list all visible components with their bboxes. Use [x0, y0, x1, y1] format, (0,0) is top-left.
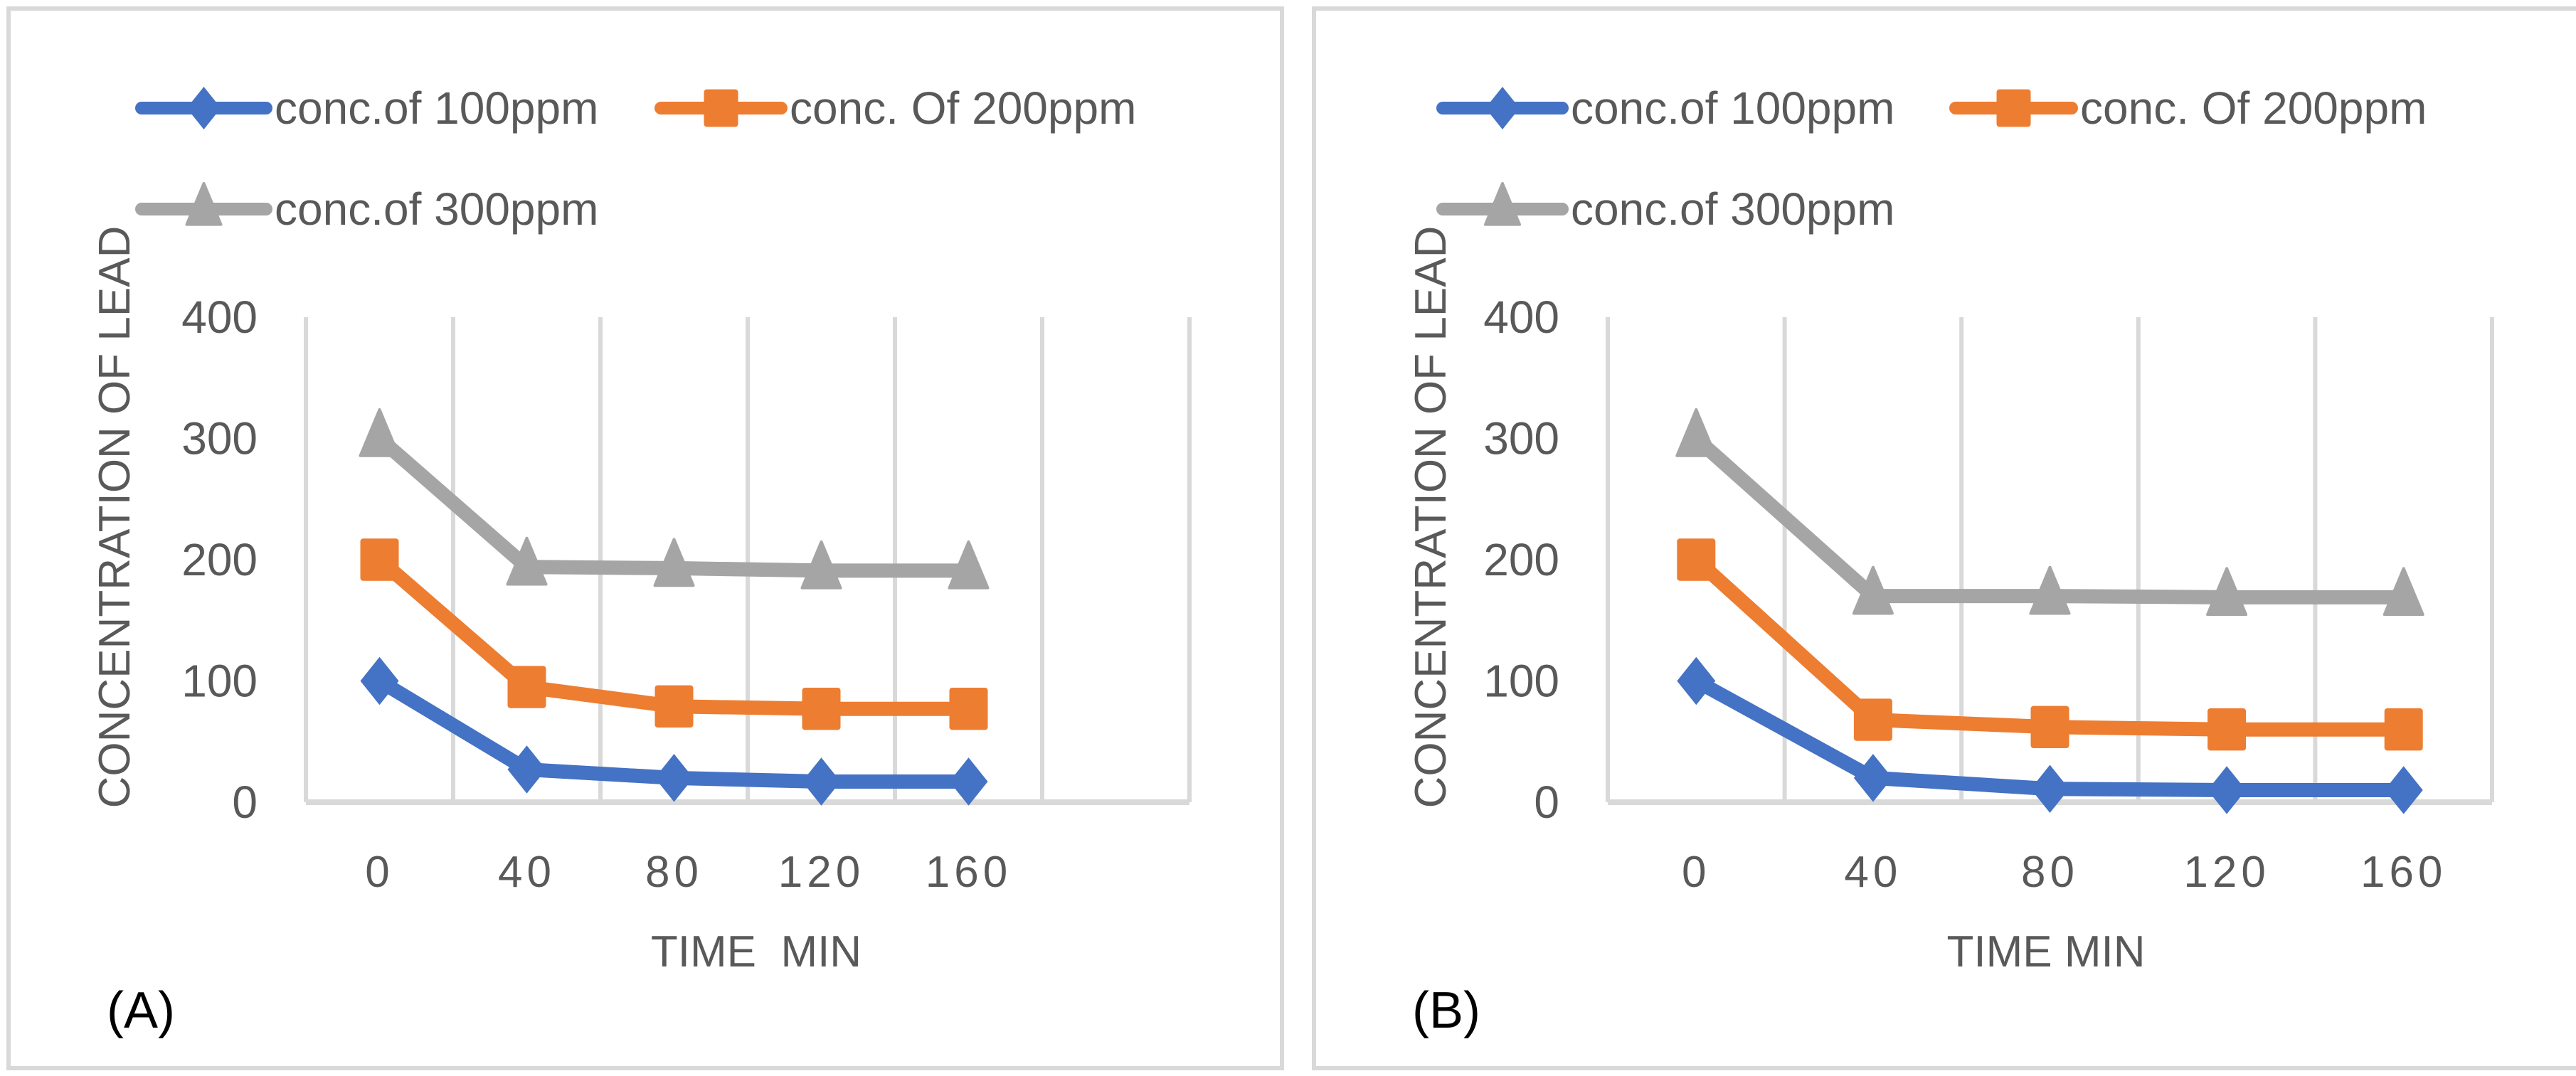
x-tick-label: 80 [645, 848, 703, 897]
data-point-square [949, 688, 988, 730]
data-point-square [2384, 708, 2423, 751]
panel-border [6, 6, 1284, 1070]
y-tick-label: 0 [1534, 777, 1559, 828]
data-point-diamond [2030, 765, 2069, 813]
data-point-triangle [1675, 408, 1717, 457]
panel-label: (B) [1412, 982, 1480, 1039]
y-tick-label: 300 [181, 413, 258, 464]
series-conc-of-100ppm [360, 656, 988, 806]
legend-marker-square [1996, 89, 2031, 127]
data-point-square [360, 538, 399, 581]
data-point-square [654, 685, 694, 728]
legend-marker-triangle [1484, 182, 1521, 226]
series-conc-of-100ppm [1677, 656, 2423, 814]
data-point-diamond [949, 757, 988, 806]
x-tick-label: 40 [498, 848, 556, 897]
legend-item: conc.of 100ppm [135, 82, 598, 134]
data-point-diamond [802, 757, 841, 806]
series-conc-of-200ppm [360, 538, 988, 730]
data-point-diamond [2384, 766, 2423, 814]
y-tick-label: 0 [232, 777, 258, 828]
y-tick-label: 300 [1483, 413, 1559, 464]
y-tick-label: 100 [181, 656, 258, 707]
chart-panel-b: 0 100 200 300 400 0 40 80 120 160 CONCENTRATION OF… [1312, 6, 2576, 1070]
legend-label: conc.of 100ppm [1571, 82, 1894, 134]
y-axis-title: CONCENTRATION OF LEAD [1406, 226, 1456, 809]
x-tick-label: 120 [778, 848, 864, 897]
x-tick-label: 0 [1682, 848, 1710, 897]
data-point-triangle [2382, 567, 2424, 617]
data-point-square [1853, 698, 1892, 741]
series-conc-of-300ppm [1675, 408, 2424, 617]
y-tick-label: 100 [1483, 656, 1559, 707]
y-axis-title: CONCENTRATION OF LEAD [90, 226, 139, 809]
data-point-triangle [2029, 565, 2071, 615]
x-axis-title: TIME MIN [1947, 927, 2146, 976]
legend-label: conc.of 300ppm [275, 183, 598, 235]
data-point-triangle [800, 540, 842, 590]
data-point-triangle [1852, 565, 1894, 615]
y-tick-label: 200 [181, 534, 258, 585]
chart-panel-a: 0 100 200 300 400 0 40 80 120 160 CONCENTRATION OF… [6, 6, 1284, 1070]
panel-label: (A) [107, 982, 175, 1039]
series-conc-of-300ppm [359, 408, 990, 590]
data-point-diamond [654, 754, 694, 802]
legend-item: conc. Of 200ppm [654, 82, 1136, 134]
x-axis-title: TIME MIN [651, 927, 862, 976]
x-tick-label: 0 [365, 848, 393, 897]
legend-marker-square [704, 89, 738, 127]
legend-label: conc.of 300ppm [1571, 183, 1894, 235]
x-tick-label: 80 [2021, 848, 2079, 897]
legend-label: conc. Of 200ppm [790, 82, 1136, 134]
data-point-square [1677, 538, 1716, 581]
data-point-triangle [359, 408, 401, 457]
legend-marker-triangle [185, 182, 223, 226]
data-point-triangle [506, 536, 548, 586]
data-point-diamond [507, 745, 546, 794]
x-tick-label: 160 [926, 848, 1012, 897]
legend-marker-diamond [186, 87, 221, 129]
data-point-triangle [948, 540, 990, 590]
data-point-diamond [1677, 656, 1716, 705]
y-tick-label: 400 [181, 292, 258, 343]
data-point-diamond [1853, 754, 1892, 802]
x-tick-label: 160 [2360, 848, 2447, 897]
x-tick-label: 120 [2183, 848, 2269, 897]
legend-marker-diamond [1485, 87, 1520, 129]
data-point-square [507, 666, 546, 708]
legend-label: conc.of 100ppm [275, 82, 598, 134]
legend-item: conc.of 100ppm [1436, 82, 1894, 134]
data-point-square [2207, 708, 2247, 751]
legend-label: conc. Of 200ppm [2080, 82, 2427, 134]
data-point-square [2030, 705, 2069, 748]
series-conc-of-200ppm [1677, 538, 2423, 751]
y-tick-label: 400 [1483, 292, 1559, 343]
legend-item: conc.of 300ppm [1436, 182, 1894, 235]
data-point-square [802, 688, 841, 730]
legend-item: conc. Of 200ppm [1949, 82, 2427, 134]
legend-item: conc.of 300ppm [135, 182, 598, 235]
panel-border [1312, 6, 2576, 1070]
data-point-diamond [2207, 766, 2247, 814]
data-point-diamond [360, 656, 399, 705]
data-point-triangle [2206, 567, 2248, 617]
y-tick-label: 200 [1483, 534, 1559, 585]
data-point-triangle [653, 538, 695, 587]
x-tick-label: 40 [1844, 848, 1902, 897]
